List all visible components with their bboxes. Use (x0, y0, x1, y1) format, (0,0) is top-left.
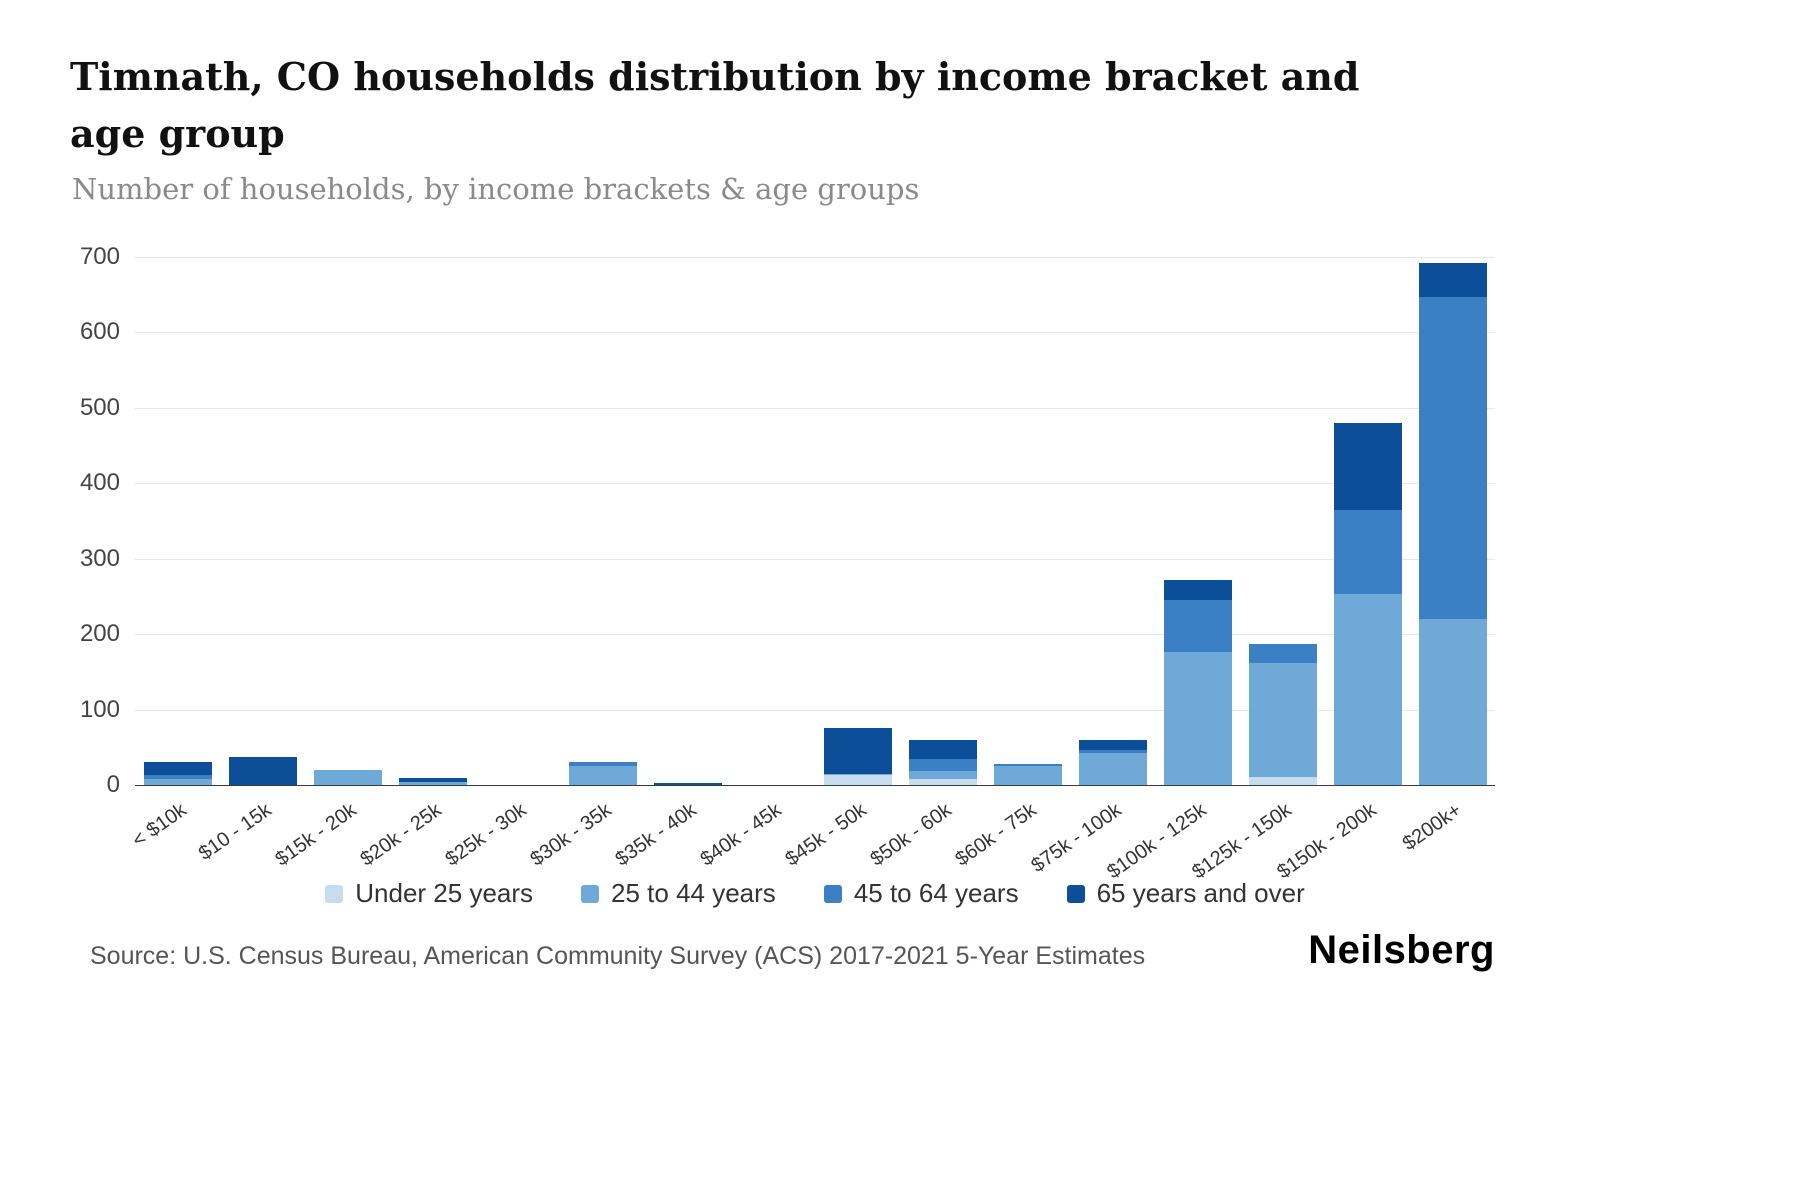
legend-label: 65 years and over (1096, 878, 1305, 908)
y-axis-tick-label: 200 (79, 620, 120, 648)
y-gridline (135, 257, 1495, 258)
bar-segment (823, 773, 892, 776)
legend-swatch-icon (823, 884, 842, 903)
source-note: Source: U.S. Census Bureau, American Com… (90, 942, 1146, 970)
bar-segment (398, 781, 467, 785)
bar-segment (993, 766, 1062, 785)
bar-segment (1248, 777, 1317, 785)
bar-segment (1418, 263, 1487, 297)
bar-segment (1078, 749, 1147, 754)
y-gridline (135, 634, 1495, 636)
y-axis-tick-label: 0 (106, 771, 120, 798)
bar-segment (568, 766, 637, 785)
bar-segment (823, 728, 892, 774)
y-axis-tick-label: 700 (79, 243, 120, 270)
legend-label: 45 to 64 years (853, 878, 1019, 908)
bar-segment (1333, 594, 1402, 785)
legend-label: Under 25 years (355, 878, 534, 908)
bar-segment (908, 778, 977, 785)
bar-segment (993, 763, 1062, 767)
legend-item: Under 25 years (325, 878, 533, 909)
legend-label: 25 to 44 years (611, 878, 776, 908)
bar-segment (908, 739, 977, 759)
bar-segment (143, 778, 212, 785)
bar-segment (143, 762, 212, 776)
legend-swatch-icon (1066, 884, 1085, 903)
bar-segment (908, 758, 977, 772)
y-axis-tick-label: 100 (79, 695, 120, 723)
bar-segment (1163, 600, 1232, 653)
bar-segment (653, 782, 722, 785)
x-axis-line (135, 785, 1495, 786)
legend-item: 25 to 44 years (581, 878, 776, 909)
bar-segment (398, 778, 467, 782)
y-gridline (135, 483, 1495, 485)
bar-segment (1078, 739, 1147, 750)
y-gridline (135, 709, 1495, 711)
legend-swatch-icon (325, 884, 344, 903)
bar-segment (1078, 753, 1147, 785)
bar-segment (908, 771, 977, 779)
bar-segment (313, 769, 382, 785)
chart-legend: Under 25 years 25 to 44 years 45 to 64 yea… (135, 878, 1495, 909)
legend-item: 45 to 64 years (823, 878, 1019, 909)
bar-segment (1418, 296, 1487, 620)
bar-segment (1333, 509, 1402, 595)
bar-segment (143, 775, 212, 779)
bar-segment (568, 762, 637, 767)
bar-segment (1333, 422, 1402, 510)
legend-swatch-icon (581, 884, 600, 903)
neilsberg-logo: Neilsberg (1308, 928, 1495, 972)
y-gridline (135, 332, 1495, 334)
bar-segment (1163, 579, 1232, 601)
bar-segment (1248, 662, 1317, 778)
legend-item: 65 years and over (1066, 878, 1305, 909)
stacked-bar-chart: 0 100 200 300 400 500 600 700 < $10k $10 - 15k $15… (80, 244, 1495, 883)
bar-segment (823, 775, 892, 785)
bar-segment (228, 757, 297, 785)
y-gridline (135, 407, 1495, 409)
bar-segment (1248, 643, 1317, 663)
bar-segment (1163, 652, 1232, 785)
y-gridline (135, 558, 1495, 560)
chart-subtitle: Number of households, by income brackets… (72, 172, 920, 206)
y-axis-tick-label: 400 (79, 469, 120, 497)
y-axis-tick-label: 300 (79, 544, 120, 572)
bar-segment (1418, 619, 1487, 785)
y-axis-tick-label: 500 (79, 393, 120, 421)
y-axis-tick-label: 600 (79, 318, 120, 346)
page-title: Timnath, CO households distribution by i… (70, 54, 1360, 156)
